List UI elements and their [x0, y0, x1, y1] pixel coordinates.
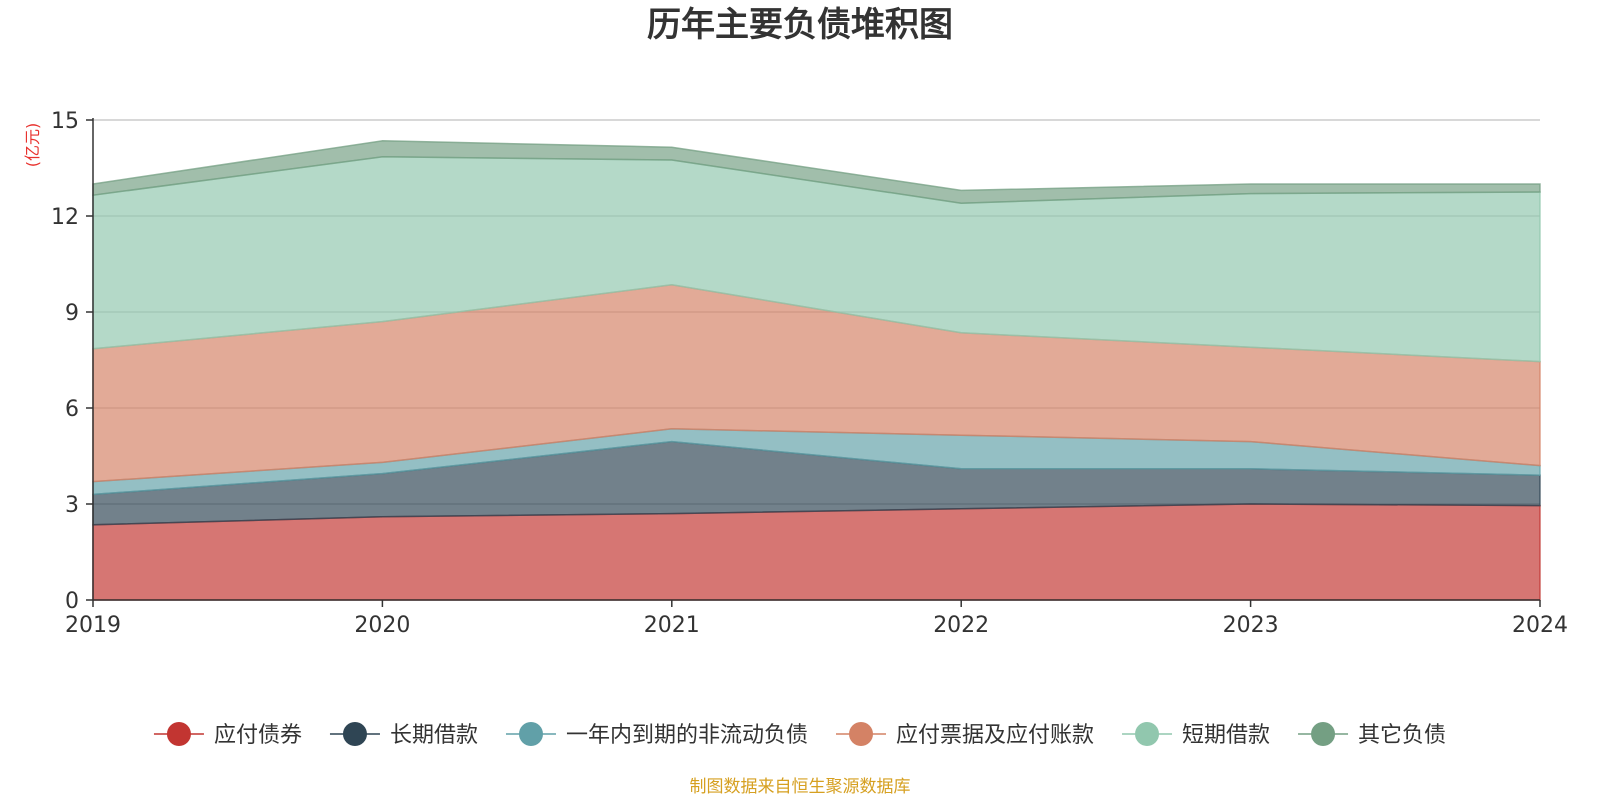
- legend-label-4: 短期借款: [1182, 723, 1270, 748]
- y-tick-label-0: 0: [65, 589, 79, 614]
- chart-title: 历年主要负债堆积图: [647, 5, 953, 45]
- legend-item-1: 长期借款: [329, 722, 478, 748]
- legend-label-2: 一年内到期的非流动负债: [566, 723, 808, 748]
- legend: 应付债券 长期借款 一年内到期的非流动负债 应付票据及应付账款 短期借款 其它负债: [153, 722, 1446, 748]
- legend-item-0: 应付债券: [153, 722, 302, 748]
- legend-label-3: 应付票据及应付账款: [896, 723, 1094, 748]
- legend-label-0: 应付债券: [214, 723, 302, 748]
- source-note: 制图数据来自恒生聚源数据库: [690, 777, 911, 797]
- legend-marker-0: [166, 722, 191, 746]
- legend-marker-1: [342, 722, 367, 746]
- legend-marker-4: [1135, 722, 1160, 746]
- y-tick-label-3: 3: [65, 493, 79, 518]
- x-tick-label-2022: 2022: [933, 613, 989, 638]
- y-tick-label-9: 9: [65, 301, 79, 326]
- x-tick-label-2024: 2024: [1512, 613, 1568, 638]
- x-tick-label-2021: 2021: [644, 613, 700, 638]
- legend-marker-3: [849, 722, 873, 746]
- legend-item-4: 短期借款: [1122, 722, 1270, 748]
- x-tick-label-2019: 2019: [65, 613, 121, 638]
- legend-label-1: 长期借款: [390, 723, 478, 748]
- x-tick-label-2020: 2020: [354, 613, 410, 638]
- legend-marker-2: [518, 722, 543, 746]
- legend-label-5: 其它负债: [1358, 723, 1446, 748]
- legend-item-2: 一年内到期的非流动负债: [505, 722, 808, 748]
- legend-marker-5: [1311, 722, 1336, 746]
- y-tick-label-15: 15: [51, 109, 79, 134]
- legend-item-3: 应付票据及应付账款: [836, 722, 1094, 748]
- x-tick-label-2023: 2023: [1223, 613, 1279, 638]
- y-axis-unit-label: (亿元): [23, 123, 42, 168]
- legend-item-5: 其它负债: [1298, 722, 1446, 748]
- axes: 0 3 6 9 12 15 2019 2020 2021 2022 2023 2024: [51, 109, 1568, 638]
- y-tick-label-12: 12: [51, 205, 79, 230]
- area-series: [92, 140, 1541, 601]
- area-5: [92, 140, 1541, 204]
- y-tick-label-6: 6: [65, 397, 79, 422]
